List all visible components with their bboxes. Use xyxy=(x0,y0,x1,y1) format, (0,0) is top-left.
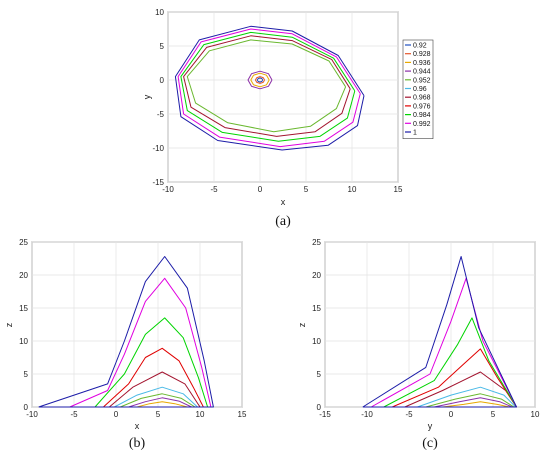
y-tick-label: 20 xyxy=(312,271,321,280)
x-tick-label: 5 xyxy=(304,185,309,194)
grid-b xyxy=(31,241,243,408)
y-tick-label: 20 xyxy=(19,271,28,280)
y-axis-label-c: z xyxy=(297,322,307,327)
legend-entry: 0.984 xyxy=(413,112,431,119)
x-tick-label: -5 xyxy=(210,185,218,194)
y-tick-label: 15 xyxy=(19,304,28,313)
tick-labels-c: -15 -10 -5 0 5 10 0 5 10 15 20 25 xyxy=(312,238,540,419)
series-line xyxy=(250,72,270,88)
legend-entry: 0.992 xyxy=(413,121,431,128)
series-line xyxy=(103,347,204,408)
x-axis-label-b: x xyxy=(135,421,140,431)
y-tick-label: 10 xyxy=(19,337,28,346)
caption-c: (c) xyxy=(422,436,438,451)
series-line xyxy=(174,25,365,151)
series-line xyxy=(183,35,351,137)
x-tick-label: -5 xyxy=(405,410,413,419)
y-tick-label: 0 xyxy=(317,403,322,412)
y-tick-label: 5 xyxy=(317,370,322,379)
x-tick-label: 0 xyxy=(114,410,119,419)
series-group-c xyxy=(362,256,517,408)
legend-entry: 0.976 xyxy=(413,103,431,110)
plot-area-b xyxy=(31,241,243,408)
y-tick-label: -5 xyxy=(157,110,165,119)
chart-panel-c: -15 -10 -5 0 5 10 0 5 10 15 20 25 y z (c) xyxy=(297,238,540,451)
y-tick-label: 25 xyxy=(19,238,28,247)
series-line xyxy=(256,77,264,83)
legend-box xyxy=(402,39,434,139)
series-line xyxy=(38,256,214,408)
series-line xyxy=(362,256,517,408)
series-line xyxy=(247,70,273,90)
x-tick-label: -15 xyxy=(319,410,331,419)
series-line xyxy=(254,76,266,84)
series-line xyxy=(94,317,209,408)
x-tick-label: 0 xyxy=(449,410,454,419)
y-tick-label: -15 xyxy=(152,178,164,187)
x-axis-label-c: y xyxy=(428,421,433,431)
legend-entry: 0.92 xyxy=(413,43,427,50)
y-tick-label: 10 xyxy=(155,8,164,17)
y-tick-label: 10 xyxy=(312,337,321,346)
x-tick-label: 15 xyxy=(394,185,403,194)
series-group-a xyxy=(174,25,365,151)
series-group-b xyxy=(38,256,214,408)
y-axis-label-b: z xyxy=(4,322,14,327)
legend-entry: 0.952 xyxy=(413,77,431,84)
legend-entry: 0.928 xyxy=(413,51,431,58)
x-tick-label: -10 xyxy=(26,410,38,419)
y-axis-label-a: y xyxy=(142,94,152,99)
tick-labels-b: -10 -5 0 5 10 15 0 5 10 15 20 25 xyxy=(19,238,247,419)
x-tick-label: 15 xyxy=(238,410,247,419)
caption-a: (a) xyxy=(275,214,291,229)
caption-b: (b) xyxy=(129,436,146,451)
x-tick-label: 5 xyxy=(156,410,161,419)
y-tick-label: 25 xyxy=(312,238,321,247)
series-line xyxy=(186,39,347,133)
series-line xyxy=(69,277,212,408)
x-tick-label: -5 xyxy=(70,410,78,419)
x-tick-label: -10 xyxy=(361,410,373,419)
y-tick-label: 5 xyxy=(160,42,165,51)
series-line xyxy=(180,31,356,142)
x-tick-label: -10 xyxy=(162,185,174,194)
x-tick-label: 10 xyxy=(348,185,357,194)
legend-entry: 0.944 xyxy=(413,69,431,76)
series-line xyxy=(177,28,361,148)
legend-entry: 0.936 xyxy=(413,60,431,67)
x-axis-label-a: x xyxy=(281,197,286,207)
y-tick-label: 0 xyxy=(24,403,29,412)
x-tick-label: 10 xyxy=(531,410,540,419)
grid-a xyxy=(167,11,399,183)
y-tick-label: 15 xyxy=(312,304,321,313)
legend-entry: 0.96 xyxy=(413,86,427,93)
y-tick-label: -10 xyxy=(152,144,164,153)
y-tick-label: 5 xyxy=(24,370,29,379)
x-tick-label: 5 xyxy=(491,410,496,419)
legend-entry: 0.968 xyxy=(413,95,431,102)
chart-panel-b: -10 -5 0 5 10 15 0 5 10 15 20 25 x z (b) xyxy=(4,238,247,451)
y-tick-label: 0 xyxy=(160,76,165,85)
x-tick-label: 10 xyxy=(196,410,205,419)
x-tick-label: 0 xyxy=(258,185,263,194)
legend-entry: 1 xyxy=(413,130,417,137)
